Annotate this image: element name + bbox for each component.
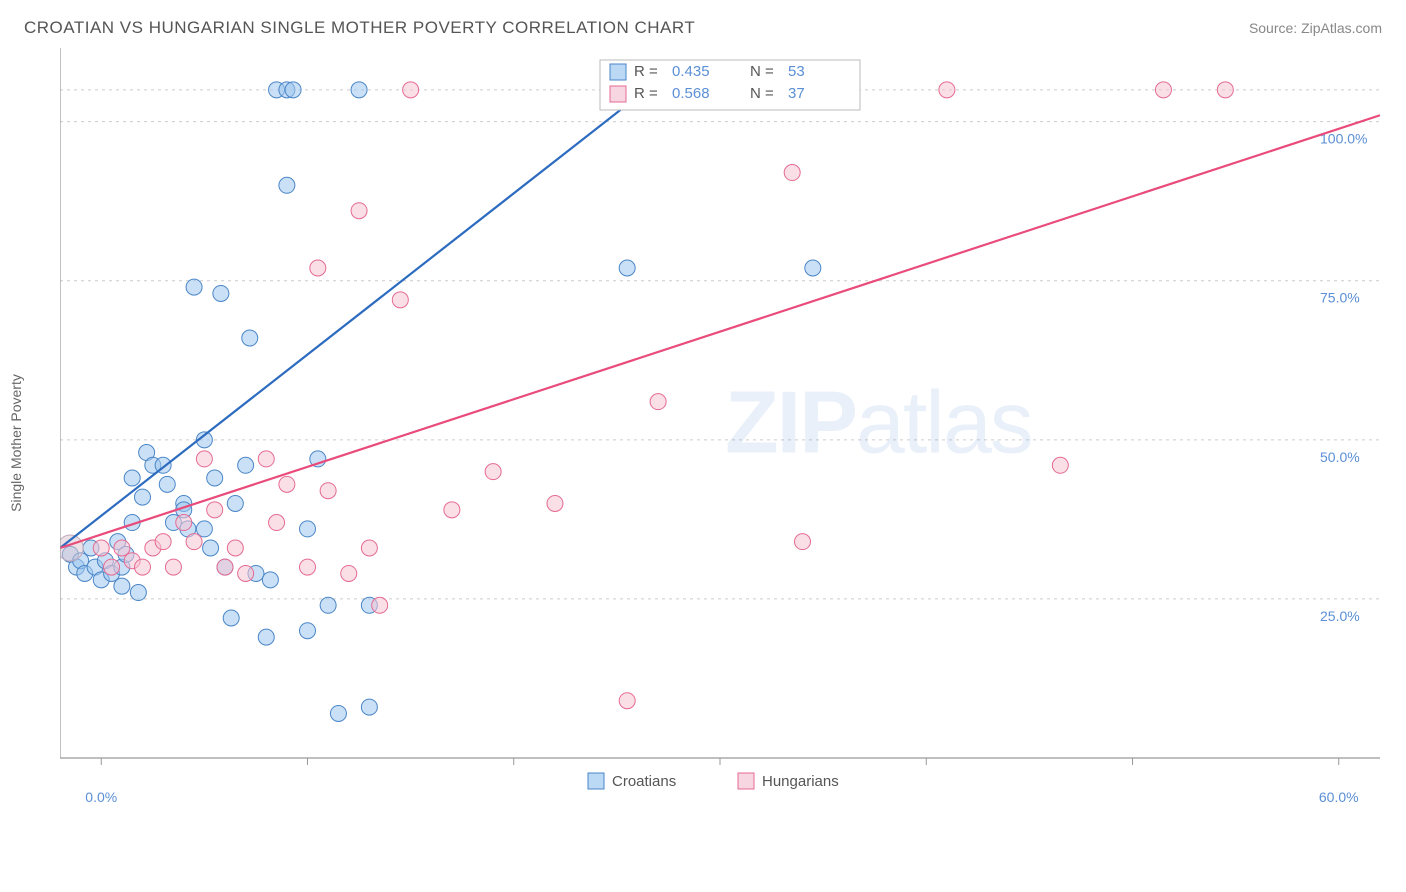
data-point (186, 279, 202, 295)
legend-n-value: 37 (788, 85, 805, 102)
data-point (207, 470, 223, 486)
legend-series-name: Croatians (612, 773, 676, 790)
data-point (155, 534, 171, 550)
data-point (361, 540, 377, 556)
x-tick-label: 60.0% (1319, 789, 1359, 805)
data-point (330, 705, 346, 721)
legend-n-value: 53 (788, 63, 805, 80)
data-point (361, 699, 377, 715)
data-point (135, 489, 151, 505)
data-point (320, 483, 336, 499)
data-point (485, 464, 501, 480)
data-point (130, 585, 146, 601)
chart-container: Single Mother Poverty 25.0%50.0%75.0%100… (60, 48, 1386, 838)
data-point (1155, 82, 1171, 98)
data-point (320, 597, 336, 613)
data-point (203, 540, 219, 556)
data-point (351, 82, 367, 98)
data-point (124, 470, 140, 486)
data-point (650, 394, 666, 410)
data-point (619, 693, 635, 709)
x-tick-label: 0.0% (85, 789, 117, 805)
data-point (93, 540, 109, 556)
y-tick-label: 75.0% (1320, 290, 1360, 306)
data-point (300, 521, 316, 537)
data-point (300, 559, 316, 575)
y-tick-label: 50.0% (1320, 449, 1360, 465)
chart-title: CROATIAN VS HUNGARIAN SINGLE MOTHER POVE… (24, 18, 695, 38)
watermark: ZIPatlas (725, 373, 1032, 472)
data-point (258, 451, 274, 467)
data-point (784, 165, 800, 181)
data-point (547, 495, 563, 511)
data-point (104, 559, 120, 575)
trend-line (60, 64, 679, 548)
data-point (279, 177, 295, 193)
data-point (227, 495, 243, 511)
data-point (392, 292, 408, 308)
legend-swatch (588, 773, 604, 789)
data-point (1217, 82, 1233, 98)
data-point (165, 559, 181, 575)
data-point (619, 260, 635, 276)
scatter-chart: 25.0%50.0%75.0%100.0%ZIPatlas0.0%60.0%R … (60, 48, 1380, 838)
trend-line (60, 115, 1380, 548)
data-point (159, 476, 175, 492)
data-point (176, 515, 192, 531)
data-point (795, 534, 811, 550)
data-point (341, 565, 357, 581)
data-point (258, 629, 274, 645)
data-point (196, 451, 212, 467)
y-axis-label: Single Mother Poverty (8, 374, 24, 512)
data-point (279, 476, 295, 492)
data-point (269, 515, 285, 531)
data-point (403, 82, 419, 98)
data-point (196, 521, 212, 537)
data-point (223, 610, 239, 626)
source-attribution: Source: ZipAtlas.com (1249, 20, 1382, 36)
data-point (351, 203, 367, 219)
legend-n-label: N = (750, 85, 774, 102)
data-point (227, 540, 243, 556)
legend-swatch (738, 773, 754, 789)
series-legend: Croatians Hungarians (588, 773, 839, 790)
y-tick-label: 25.0% (1320, 608, 1360, 624)
data-point (238, 565, 254, 581)
legend-swatch (610, 86, 626, 102)
data-point (114, 578, 130, 594)
data-point (262, 572, 278, 588)
data-point (186, 534, 202, 550)
data-point (135, 559, 151, 575)
data-point (238, 457, 254, 473)
legend-r-label: R = (634, 63, 658, 80)
data-point (217, 559, 233, 575)
legend-series-name: Hungarians (762, 773, 839, 790)
legend-r-value: 0.568 (672, 85, 710, 102)
data-point (114, 540, 130, 556)
legend-r-label: R = (634, 85, 658, 102)
data-point (444, 502, 460, 518)
legend-swatch (610, 64, 626, 80)
data-point (242, 330, 258, 346)
data-point (372, 597, 388, 613)
data-point (939, 82, 955, 98)
legend-r-value: 0.435 (672, 63, 710, 80)
data-point (213, 285, 229, 301)
data-point (1052, 457, 1068, 473)
data-point (805, 260, 821, 276)
data-point (300, 623, 316, 639)
data-point (310, 260, 326, 276)
legend-n-label: N = (750, 63, 774, 80)
data-point (285, 82, 301, 98)
data-point (207, 502, 223, 518)
